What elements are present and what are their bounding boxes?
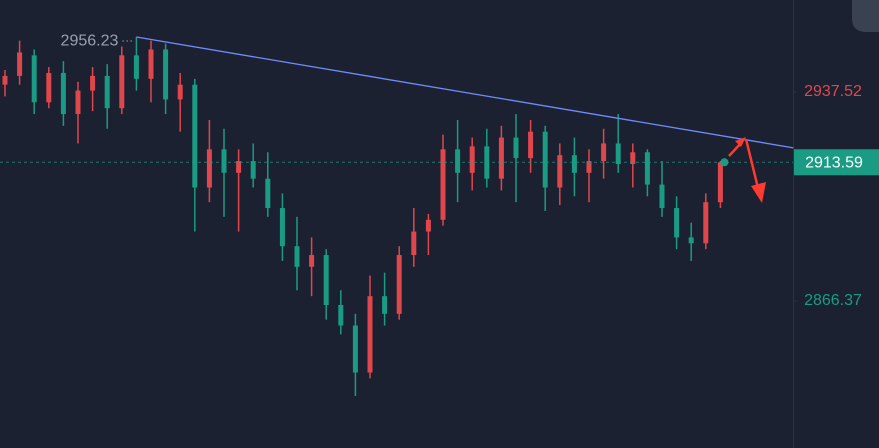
candle-body (31, 55, 37, 103)
candle-body (309, 255, 315, 267)
candle-body (250, 161, 256, 179)
candle-body (104, 75, 110, 109)
candle-body (75, 90, 81, 115)
candle-body (17, 52, 23, 76)
candle-body (265, 178, 271, 209)
candle-body (542, 131, 548, 188)
candle-body (469, 146, 475, 173)
last-price-box (794, 149, 879, 176)
candle-body (206, 149, 212, 188)
candle-body (133, 55, 139, 79)
last-price-label: 2913.59 (805, 154, 863, 171)
candle-body (425, 219, 431, 232)
trendline (136, 36, 794, 149)
candle-body (601, 143, 607, 162)
arrowhead (751, 182, 766, 203)
candle-body (60, 72, 66, 115)
candle-body (294, 246, 300, 267)
candle-body (119, 55, 125, 109)
high-label: 2956.23 (61, 32, 119, 49)
candle-body (382, 296, 388, 314)
candle-body (557, 155, 563, 188)
plot-area: 2937.52 2866.37 2956.23 2913.59 (0, 32, 879, 397)
candle-body (586, 161, 592, 173)
candle-body (279, 208, 285, 247)
candle-body (455, 149, 461, 173)
candle-body (148, 49, 154, 79)
candle-body (323, 255, 329, 305)
y-tick-label: 2937.52 (804, 83, 862, 100)
candle-body (674, 208, 680, 238)
candle-body (498, 137, 504, 179)
candle-body (367, 296, 373, 373)
candle-body (688, 237, 694, 244)
arrowhead (735, 137, 746, 147)
candle-body (236, 161, 242, 173)
candle-body (221, 149, 227, 173)
candle-body (630, 152, 636, 164)
corner-button[interactable] (852, 0, 879, 32)
y-tick-label: 2866.37 (804, 292, 862, 309)
candle-body (396, 255, 402, 314)
candle-body (528, 131, 534, 159)
candle-body (163, 49, 169, 100)
candle-body (615, 143, 621, 164)
candle-body (659, 184, 665, 209)
candle-body (192, 84, 198, 188)
candle-body (411, 231, 417, 256)
candle-body (338, 304, 344, 326)
candle-body (717, 162, 723, 203)
candle-body (90, 75, 96, 91)
candle-body (513, 137, 519, 159)
forecast-arrows (728, 137, 766, 203)
candle-body (571, 155, 577, 173)
candle-body (644, 152, 650, 185)
last-price-dot (720, 158, 729, 167)
candle-body (703, 202, 709, 244)
candle-body (177, 84, 183, 100)
candle-body (46, 72, 52, 103)
arrow-down (744, 138, 760, 189)
candle-body (440, 149, 446, 220)
candle-body (2, 75, 8, 85)
candle-body (352, 325, 358, 373)
